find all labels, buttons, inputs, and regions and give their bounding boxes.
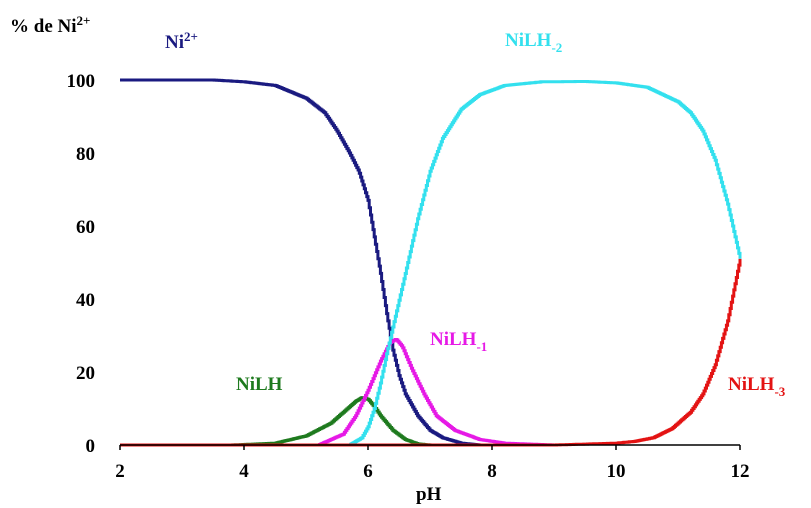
series-line-nilh_m3 — [120, 258, 742, 447]
series-label-nilh-3: NiLH-3 — [728, 374, 786, 399]
series-label-nilh: NiLH — [236, 374, 283, 395]
series-label-ni: Ni2+ — [165, 29, 198, 53]
x-tick-labels: 2 4 6 8 10 12 — [115, 445, 750, 482]
y-tick-labels: 0 20 40 60 80 100 — [67, 71, 96, 457]
y-tick-label: 80 — [76, 144, 95, 165]
x-axis-title: pH — [416, 484, 442, 505]
y-tick-label: 60 — [76, 217, 95, 238]
x-tick-label: 12 — [731, 461, 750, 482]
series-line-ni — [120, 78, 482, 447]
x-tick-label: 8 — [487, 461, 497, 482]
y-tick-label: 0 — [86, 436, 96, 457]
y-tick-label: 40 — [76, 290, 95, 311]
x-tick-label: 4 — [239, 461, 249, 482]
series-line-nilh — [120, 396, 432, 447]
x-tick-label: 6 — [363, 461, 373, 482]
series-line-nilh_m2 — [120, 80, 742, 447]
series-label-nilh-2: NiLH-2 — [505, 30, 562, 55]
y-tick-label: 20 — [76, 363, 95, 384]
series-line-nilh_m1 — [120, 338, 555, 447]
x-tick-label: 2 — [115, 461, 125, 482]
series-label-nilh-1: NiLH-1 — [430, 329, 487, 354]
x-tick-label: 10 — [607, 461, 626, 482]
y-axis-title: % de Ni2+ — [10, 13, 90, 37]
plot-lines — [120, 78, 742, 447]
y-tick-label: 100 — [67, 71, 96, 92]
